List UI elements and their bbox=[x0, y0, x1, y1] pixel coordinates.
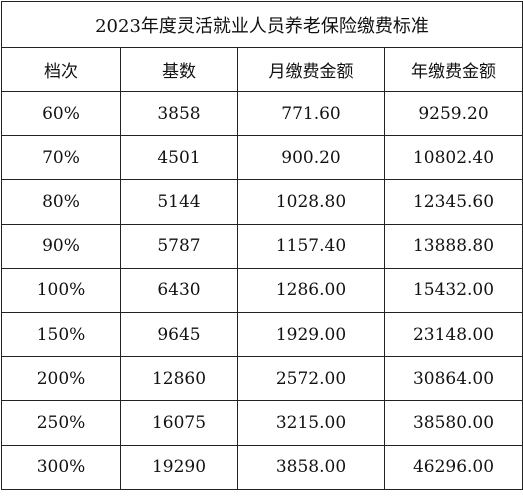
data-cell: 2572.00 bbox=[237, 356, 385, 402]
data-cell: 9645 bbox=[120, 311, 238, 358]
data-cell: 46296.00 bbox=[384, 444, 523, 490]
data-cell: 5787 bbox=[120, 223, 238, 269]
data-cell: 30864.00 bbox=[384, 356, 523, 402]
data-cell: 200% bbox=[1, 356, 121, 402]
title-row: 2023年度灵活就业人员养老保险缴费标准 bbox=[1, 1, 523, 48]
data-row: 250% 16075 3215.00 38580.00 bbox=[1, 400, 523, 446]
data-row: 90% 5787 1157.40 13888.80 bbox=[1, 223, 523, 269]
data-cell: 38580.00 bbox=[384, 400, 523, 446]
data-cell: 1028.80 bbox=[237, 179, 385, 225]
data-cell: 900.20 bbox=[237, 135, 385, 181]
data-row: 150% 9645 1929.00 23148.00 bbox=[1, 311, 523, 358]
data-cell: 4501 bbox=[120, 135, 238, 181]
data-cell: 13888.80 bbox=[384, 223, 523, 269]
data-cell: 10802.40 bbox=[384, 135, 523, 181]
data-cell: 80% bbox=[1, 179, 121, 225]
data-cell: 12345.60 bbox=[384, 179, 523, 225]
header-cell: 月缴费金额 bbox=[237, 47, 385, 92]
data-cell: 16075 bbox=[120, 400, 238, 446]
data-cell: 12860 bbox=[120, 356, 238, 402]
data-cell: 70% bbox=[1, 135, 121, 181]
data-cell: 90% bbox=[1, 223, 121, 269]
data-row: 200% 12860 2572.00 30864.00 bbox=[1, 356, 523, 402]
header-cell: 年缴费金额 bbox=[384, 47, 523, 92]
data-cell: 1286.00 bbox=[237, 267, 385, 313]
data-cell: 1929.00 bbox=[237, 311, 385, 358]
data-cell: 3858.00 bbox=[237, 444, 385, 490]
data-cell: 15432.00 bbox=[384, 267, 523, 313]
data-cell: 6430 bbox=[120, 267, 238, 313]
data-cell: 250% bbox=[1, 400, 121, 446]
data-row: 100% 6430 1286.00 15432.00 bbox=[1, 267, 523, 313]
data-cell: 9259.20 bbox=[384, 90, 523, 137]
header-row: 档次 基数 月缴费金额 年缴费金额 bbox=[1, 47, 523, 92]
data-cell: 150% bbox=[1, 311, 121, 358]
data-cell: 23148.00 bbox=[384, 311, 523, 358]
data-cell: 19290 bbox=[120, 444, 238, 490]
data-cell: 1157.40 bbox=[237, 223, 385, 269]
header-cell: 基数 bbox=[120, 47, 238, 92]
data-cell: 3215.00 bbox=[237, 400, 385, 446]
data-cell: 100% bbox=[1, 267, 121, 313]
data-cell: 60% bbox=[1, 90, 121, 137]
data-row: 70% 4501 900.20 10802.40 bbox=[1, 135, 523, 181]
data-cell: 771.60 bbox=[237, 90, 385, 137]
data-cell: 300% bbox=[1, 444, 121, 490]
table-title: 2023年度灵活就业人员养老保险缴费标准 bbox=[1, 1, 523, 48]
data-row: 80% 5144 1028.80 12345.60 bbox=[1, 179, 523, 225]
header-cell: 档次 bbox=[1, 47, 121, 92]
data-cell: 5144 bbox=[120, 179, 238, 225]
data-cell: 3858 bbox=[120, 90, 238, 137]
data-row: 300% 19290 3858.00 46296.00 bbox=[1, 444, 523, 490]
data-row: 60% 3858 771.60 9259.20 bbox=[1, 90, 523, 137]
